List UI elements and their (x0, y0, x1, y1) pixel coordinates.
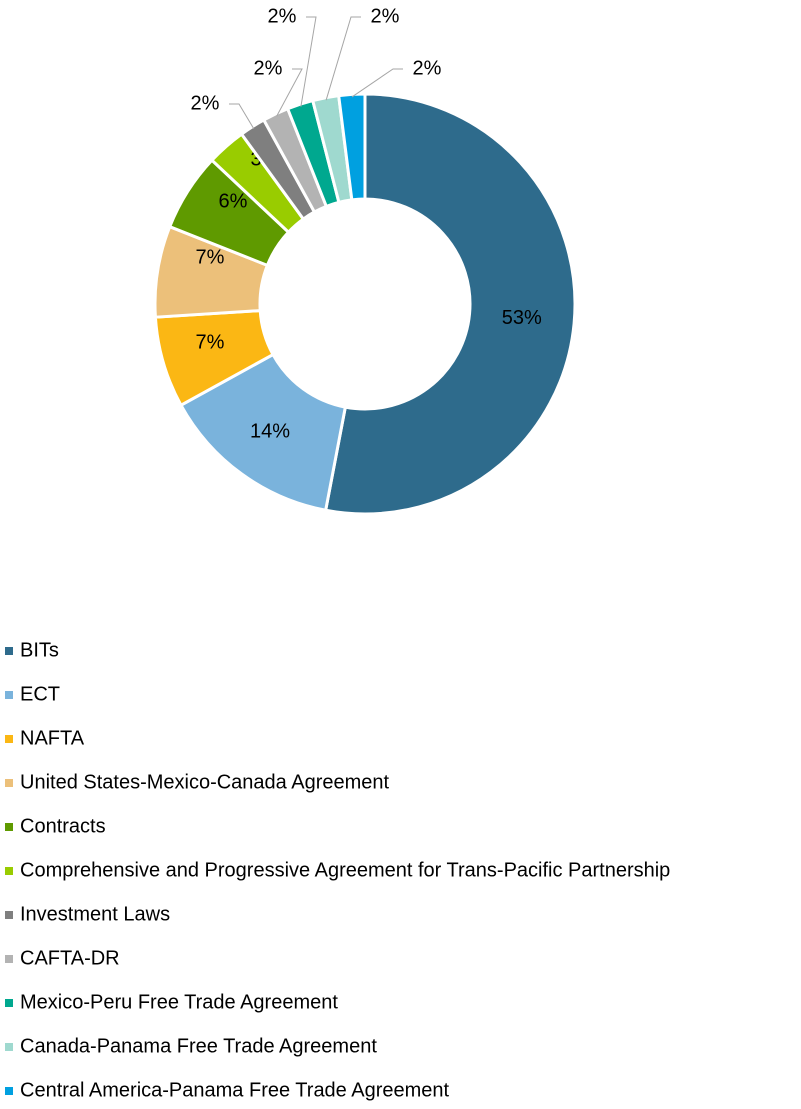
data-label: 2% (191, 92, 220, 114)
legend-label: Central America-Panama Free Trade Agreem… (20, 1079, 450, 1101)
legend-label: United States-Mexico-Canada Agreement (20, 771, 390, 793)
legend-swatch (5, 1043, 13, 1051)
legend-label: NAFTA (20, 727, 85, 749)
legend-swatch (5, 647, 13, 655)
legend-swatch (5, 955, 13, 963)
leader-line (229, 103, 255, 130)
legend-swatch (5, 1087, 13, 1095)
donut-slice (178, 352, 348, 513)
data-label: 2% (371, 5, 400, 27)
data-label: 53% (502, 307, 542, 329)
legend-label: Contracts (20, 815, 106, 837)
legend-label: Mexico-Peru Free Trade Agreement (20, 991, 338, 1013)
leader-line (276, 68, 303, 117)
legend-label: Comprehensive and Progressive Agreement … (20, 859, 670, 881)
data-label: 14% (250, 420, 290, 442)
data-label: 6% (219, 190, 248, 212)
legend-swatch (5, 779, 13, 787)
legend-swatch (5, 735, 13, 743)
leader-line (300, 16, 317, 107)
leader-line (325, 16, 361, 101)
data-label: 7% (196, 331, 225, 353)
legend-label: ECT (20, 683, 60, 705)
legend-swatch (5, 911, 13, 919)
data-label: 2% (268, 5, 297, 27)
legend-swatch (5, 823, 13, 831)
data-label: 2% (254, 57, 283, 79)
legend-label: Canada-Panama Free Trade Agreement (20, 1035, 377, 1057)
data-label: 7% (196, 246, 225, 268)
donut-slice (337, 92, 367, 202)
leader-line (351, 68, 403, 98)
legend-swatch (5, 691, 13, 699)
data-label: 2% (413, 57, 442, 79)
legend-label: CAFTA-DR (20, 947, 120, 969)
donut-slice (323, 92, 577, 516)
legend-label: Investment Laws (20, 903, 170, 925)
legend-label: BITs (20, 639, 59, 661)
legend-swatch (5, 867, 13, 875)
legend-swatch (5, 999, 13, 1007)
